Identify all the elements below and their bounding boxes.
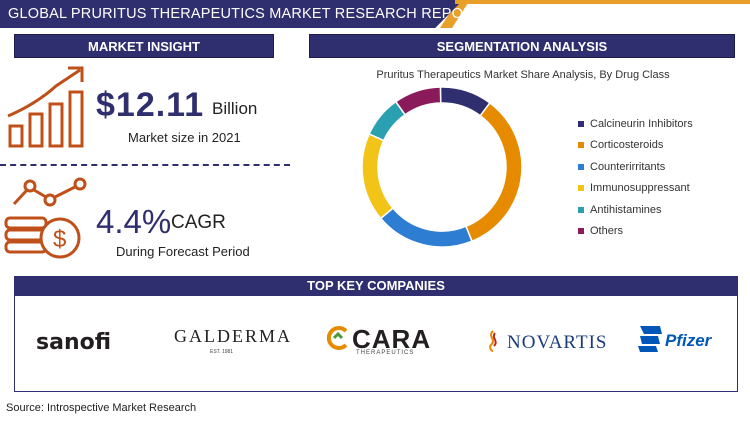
chart-legend: Calcineurin Inhibitors Corticosteroids Cou… — [578, 113, 693, 242]
legend-label: Antihistamines — [590, 203, 662, 216]
market-insight-heading: MARKET INSIGHT — [14, 34, 274, 58]
bar-chart-growth-icon — [7, 66, 84, 148]
source-note: Source: Introspective Market Research — [6, 402, 197, 414]
legend-swatch — [578, 228, 584, 235]
cara-sub: THERAPEUTICS — [356, 350, 415, 356]
legend-label: Calcineurin Inhibitors — [590, 117, 693, 130]
segmentation-heading: SEGMENTATION ANALYSIS — [309, 34, 735, 58]
market-size-value: $12.11 — [96, 86, 205, 124]
svg-text:$: $ — [53, 226, 66, 253]
legend-item: Counterirritants — [578, 156, 693, 178]
legend-label: Others — [590, 225, 624, 238]
legend-item: Antihistamines — [578, 199, 693, 221]
market-size-unit: Billion — [212, 99, 258, 118]
divider — [0, 164, 290, 166]
report-title: GLOBAL PRURITUS THERAPEUTICS MARKET RESE… — [8, 6, 483, 22]
legend-label: Corticosteroids — [590, 139, 664, 152]
companies-heading: TOP KEY COMPANIES — [14, 276, 738, 296]
legend-label: Counterirritants — [590, 160, 666, 173]
legend-swatch — [578, 120, 584, 127]
legend-item: Corticosteroids — [578, 135, 693, 157]
novartis-flame-icon — [489, 330, 497, 352]
cagr-sub-label: During Forecast Period — [116, 244, 250, 259]
cara-logo: CARA — [352, 324, 432, 354]
donut-chart — [361, 86, 523, 248]
dollar-coin-stack-icon: $ — [4, 177, 87, 259]
legend-label: Immunosuppressant — [590, 182, 690, 195]
cagr-value: 4.4% — [96, 203, 172, 240]
donut-slice-3 — [361, 132, 395, 220]
title-accent-line — [455, 0, 750, 4]
sanofi-logo: sanofi — [36, 330, 112, 355]
legend-swatch — [578, 163, 584, 170]
legend-swatch — [578, 206, 584, 213]
cagr-label: CAGR — [171, 212, 226, 233]
galderma-est: EST. 1981 — [210, 349, 234, 355]
donut-slice-5 — [394, 86, 442, 116]
novartis-logo: NOVARTIS — [507, 332, 608, 353]
legend-item: Calcineurin Inhibitors — [578, 113, 693, 135]
donut-slice-1 — [464, 101, 523, 243]
legend-item: Immunosuppressant — [578, 178, 693, 200]
pfizer-helix-icon — [638, 326, 662, 352]
cara-logo-icon — [326, 326, 348, 350]
legend-item: Others — [578, 221, 693, 243]
market-size-label: Market size in 2021 — [128, 130, 241, 145]
legend-swatch — [578, 185, 584, 192]
chart-title: Pruritus Therapeutics Market Share Analy… — [376, 69, 670, 81]
legend-swatch — [578, 142, 584, 149]
pfizer-logo: Pfizer — [665, 331, 712, 350]
galderma-logo: GALDERMA — [174, 326, 292, 346]
donut-slice-0 — [439, 86, 491, 117]
title-bar — [0, 0, 463, 28]
donut-slice-2 — [379, 207, 473, 248]
